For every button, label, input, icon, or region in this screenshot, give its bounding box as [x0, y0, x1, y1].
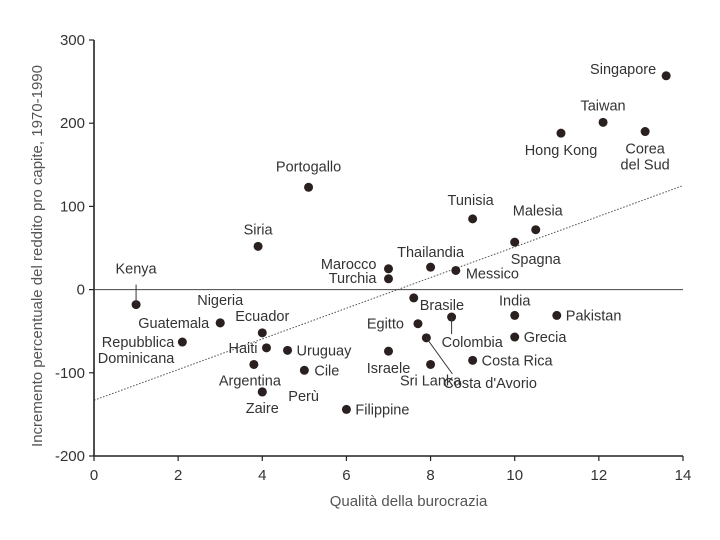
point-sri-lanka	[426, 359, 436, 369]
point-label-line: Corea	[625, 142, 665, 158]
point-label: Hong Kong	[525, 143, 598, 159]
y-tick-label: 0	[77, 282, 85, 299]
point-label-line: del Sud	[621, 158, 670, 174]
point-label: Uruguay	[297, 343, 353, 359]
point-label: Pakistan	[566, 308, 622, 324]
x-axis-title: Qualità della burocrazia	[330, 493, 488, 510]
point-label: Haiti	[228, 341, 257, 357]
point-label: Portogallo	[276, 159, 341, 175]
point-label: Marocco	[321, 257, 377, 273]
point-singapore	[661, 71, 671, 81]
point-label: Singapore	[590, 62, 656, 78]
point-label: Sri Lanka	[400, 373, 462, 389]
point-label: Israele	[367, 361, 411, 377]
x-tick-label: 4	[258, 467, 266, 484]
point-label: Filippine	[355, 402, 409, 418]
y-tick-label: 300	[60, 32, 85, 49]
point-label: Costa Rica	[482, 353, 554, 369]
point-label: Turchia	[329, 271, 378, 287]
point-costa-rica	[468, 355, 478, 365]
point-label: Grecia	[524, 330, 568, 346]
y-axis-title: Incremento percentuale del reddito pro c…	[29, 65, 46, 447]
point-malesia	[531, 225, 541, 235]
point-taiwan	[598, 117, 608, 127]
point-guatemala	[215, 318, 225, 328]
point-portogallo	[304, 182, 314, 192]
x-tick-label: 0	[90, 467, 98, 484]
point-label: Brasile	[420, 298, 464, 314]
point-brasile	[409, 293, 419, 303]
point-egitto	[413, 319, 423, 329]
point-repubblica-dominicana	[177, 337, 187, 347]
trend-line	[93, 185, 684, 401]
point-label: Zaire	[246, 401, 279, 417]
y-tick-label: 200	[60, 115, 85, 132]
point-ecuador	[257, 328, 267, 338]
point-zaire	[257, 387, 267, 397]
point-marocco	[384, 264, 393, 274]
point-label: Guatemala	[138, 316, 210, 332]
point-pakistan	[552, 310, 562, 320]
point-cile	[299, 365, 309, 375]
point-label: Kenya	[116, 262, 158, 278]
point-grecia	[510, 332, 520, 342]
point-label: Perù	[288, 389, 319, 405]
point-label: Ecuador	[235, 309, 289, 325]
point-israele	[384, 346, 393, 356]
point-label: Argentina	[219, 373, 282, 389]
point-label: Nigeria	[197, 293, 244, 309]
point-label: India	[499, 293, 531, 309]
point-messico	[451, 265, 461, 275]
point-thailandia	[426, 262, 436, 272]
point-label: Costa d'Avorio	[443, 376, 537, 392]
point-label: Spagna	[511, 252, 562, 268]
point-siria	[253, 241, 263, 251]
point-corea-del-sud	[640, 127, 650, 137]
point-label: Repubblica Dominicana	[98, 335, 176, 367]
point-label-line: Dominicana	[98, 351, 175, 367]
point-tunisia	[468, 214, 478, 224]
point-label: Cile	[314, 363, 339, 379]
point-label: Tunisia	[448, 193, 495, 209]
point-label: Siria	[244, 222, 274, 238]
point-label-line: Repubblica	[102, 335, 175, 351]
y-tick-label: -200	[55, 448, 85, 465]
x-tick-label: 10	[506, 467, 523, 484]
point-label: Messico	[466, 266, 519, 282]
x-tick-label: 2	[174, 467, 182, 484]
point-label: Egitto	[367, 317, 404, 333]
point-uruguay	[283, 345, 293, 355]
label-leader	[425, 337, 453, 375]
point-filippine	[341, 404, 351, 414]
x-tick-label: 8	[426, 467, 434, 484]
point-label: Corea del Sud	[621, 142, 670, 174]
point-label: Colombia	[442, 335, 504, 351]
point-india	[510, 310, 520, 320]
y-tick-label: -100	[55, 365, 85, 382]
point-spagna	[510, 237, 520, 247]
point-label: Taiwan	[580, 98, 625, 114]
point-hong-kong	[556, 128, 566, 138]
point-haiti	[261, 343, 271, 353]
point-argentina	[249, 359, 259, 369]
point-turchia	[384, 274, 393, 284]
x-tick-label: 6	[342, 467, 350, 484]
point-label: Thailandia	[397, 245, 465, 261]
x-tick-label: 14	[675, 467, 692, 484]
x-tick-label: 12	[591, 467, 608, 484]
point-label: Malesia	[513, 204, 564, 220]
y-tick-label: 100	[60, 198, 85, 215]
